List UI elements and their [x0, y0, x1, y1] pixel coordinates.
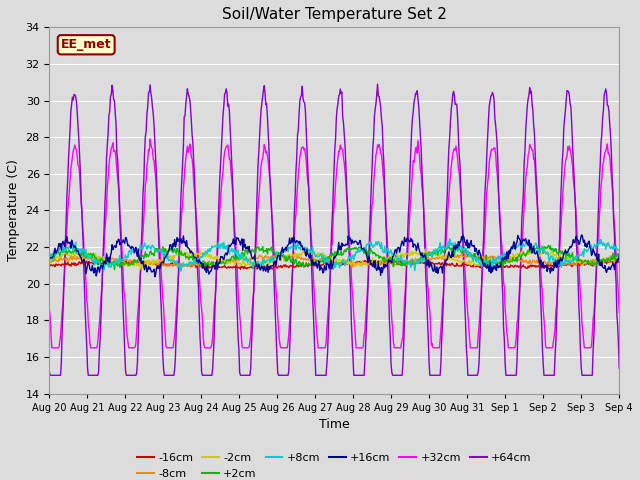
- Line: -2cm: -2cm: [49, 249, 620, 269]
- +32cm: [57, 332, 65, 338]
- +64cm: [422, 276, 429, 282]
- +16cm: [616, 252, 623, 258]
- -2cm: [404, 252, 412, 257]
- +2cm: [452, 242, 460, 248]
- +8cm: [172, 259, 180, 264]
- Line: -16cm: -16cm: [49, 260, 620, 269]
- -2cm: [115, 258, 122, 264]
- +16cm: [115, 236, 122, 242]
- -16cm: [616, 257, 623, 263]
- -16cm: [611, 257, 618, 263]
- -2cm: [616, 256, 623, 262]
- Line: +64cm: +64cm: [49, 84, 620, 375]
- -8cm: [45, 260, 53, 265]
- +32cm: [204, 345, 212, 351]
- -8cm: [616, 256, 623, 262]
- Line: +32cm: +32cm: [49, 139, 620, 348]
- +32cm: [616, 310, 623, 315]
- +8cm: [177, 268, 185, 274]
- Y-axis label: Temperature (C): Temperature (C): [7, 159, 20, 262]
- -2cm: [137, 266, 145, 272]
- Text: EE_met: EE_met: [61, 38, 111, 51]
- -8cm: [404, 260, 412, 266]
- +64cm: [173, 312, 181, 317]
- -8cm: [56, 257, 63, 263]
- +2cm: [616, 252, 623, 257]
- -8cm: [465, 252, 472, 257]
- X-axis label: Time: Time: [319, 418, 349, 431]
- +16cm: [404, 237, 412, 243]
- +64cm: [616, 365, 623, 371]
- -8cm: [115, 258, 122, 264]
- +8cm: [56, 245, 63, 251]
- +2cm: [204, 261, 211, 266]
- -8cm: [349, 264, 357, 270]
- +16cm: [421, 253, 429, 259]
- -16cm: [266, 266, 274, 272]
- +16cm: [578, 232, 586, 238]
- +8cm: [45, 250, 53, 255]
- Line: +16cm: +16cm: [49, 235, 620, 276]
- Line: +2cm: +2cm: [49, 245, 620, 270]
- +8cm: [404, 261, 412, 267]
- +32cm: [115, 198, 123, 204]
- +64cm: [47, 372, 54, 378]
- +8cm: [204, 251, 211, 256]
- +32cm: [45, 307, 53, 313]
- +8cm: [115, 262, 122, 267]
- +64cm: [204, 372, 211, 378]
- +2cm: [111, 267, 118, 273]
- Line: -8cm: -8cm: [49, 254, 620, 267]
- -2cm: [421, 246, 429, 252]
- +64cm: [45, 369, 53, 375]
- +64cm: [57, 372, 65, 378]
- +32cm: [147, 136, 154, 142]
- -8cm: [421, 258, 429, 264]
- -8cm: [172, 263, 180, 268]
- -2cm: [204, 250, 211, 256]
- -16cm: [115, 258, 122, 264]
- +8cm: [446, 236, 454, 242]
- +2cm: [173, 245, 181, 251]
- Legend: -16cm, -8cm, -2cm, +2cm, +8cm, +16cm, +32cm, +64cm: -16cm, -8cm, -2cm, +2cm, +8cm, +16cm, +3…: [132, 449, 536, 480]
- -16cm: [172, 263, 180, 268]
- -2cm: [56, 254, 63, 260]
- -16cm: [404, 260, 412, 265]
- +64cm: [115, 190, 123, 195]
- +8cm: [616, 247, 623, 253]
- -2cm: [529, 246, 537, 252]
- +2cm: [45, 252, 53, 258]
- Title: Soil/Water Temperature Set 2: Soil/Water Temperature Set 2: [222, 7, 447, 22]
- -16cm: [56, 262, 63, 268]
- -16cm: [45, 261, 53, 267]
- -16cm: [202, 263, 210, 268]
- -2cm: [173, 252, 181, 258]
- +2cm: [115, 261, 123, 267]
- +32cm: [422, 248, 429, 253]
- +8cm: [421, 258, 429, 264]
- -16cm: [421, 261, 429, 267]
- +2cm: [421, 251, 429, 256]
- +16cm: [151, 274, 159, 279]
- Line: +8cm: +8cm: [49, 239, 620, 271]
- +32cm: [48, 345, 56, 351]
- +16cm: [204, 262, 211, 268]
- +16cm: [45, 256, 53, 262]
- +16cm: [173, 235, 181, 240]
- +32cm: [174, 282, 182, 288]
- +2cm: [56, 253, 63, 259]
- +16cm: [56, 243, 63, 249]
- -2cm: [45, 261, 53, 267]
- +64cm: [374, 81, 381, 87]
- -8cm: [202, 261, 210, 266]
- +32cm: [405, 221, 413, 227]
- +64cm: [405, 196, 413, 202]
- +2cm: [404, 260, 412, 266]
